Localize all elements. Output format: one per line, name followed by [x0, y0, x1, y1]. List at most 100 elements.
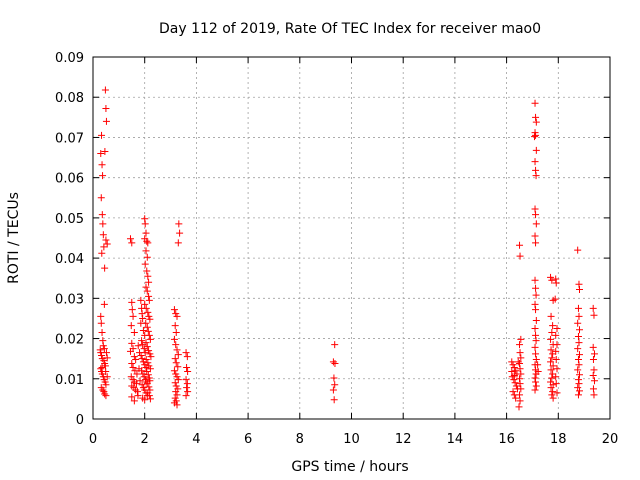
data-points: [96, 86, 598, 411]
data-point: [143, 380, 151, 388]
data-point: [590, 350, 598, 358]
data-point: [547, 358, 555, 366]
x-tick-label: 2: [141, 432, 149, 447]
data-point: [171, 322, 179, 330]
data-point: [128, 339, 136, 347]
x-tick-label: 10: [343, 432, 360, 447]
data-point: [589, 304, 597, 312]
data-point: [173, 391, 181, 399]
data-point: [331, 341, 339, 349]
data-point: [100, 300, 108, 308]
data-point: [532, 131, 540, 139]
data-point: [532, 291, 540, 299]
data-point: [549, 394, 557, 402]
data-point: [589, 355, 597, 363]
data-point: [574, 319, 582, 327]
data-point: [138, 355, 146, 363]
data-point: [532, 166, 540, 174]
data-point: [174, 351, 182, 359]
data-point: [574, 355, 582, 363]
data-point: [531, 343, 539, 351]
data-point: [132, 386, 140, 394]
data-point: [531, 276, 539, 284]
data-point: [128, 306, 136, 314]
data-point: [183, 353, 191, 361]
data-point: [330, 374, 338, 382]
data-point: [184, 388, 192, 396]
data-point: [590, 391, 598, 399]
data-point: [547, 384, 555, 392]
data-point: [534, 361, 542, 369]
data-point: [143, 287, 151, 295]
data-point: [173, 401, 181, 409]
data-point: [512, 367, 520, 375]
data-point: [548, 276, 556, 284]
data-point: [172, 359, 180, 367]
data-point: [329, 358, 337, 366]
y-tick-label: 0.07: [55, 131, 84, 146]
data-point: [100, 345, 108, 353]
data-point: [575, 312, 583, 320]
data-point: [516, 375, 524, 383]
data-point: [532, 220, 540, 228]
data-point: [144, 308, 152, 316]
y-tick-label: 0.01: [55, 373, 84, 388]
y-tick-label: 0.08: [55, 91, 84, 106]
data-point: [531, 158, 539, 166]
data-point: [134, 342, 142, 350]
x-tick-label: 14: [447, 432, 464, 447]
data-point: [516, 359, 524, 367]
data-point: [172, 341, 180, 349]
data-point: [516, 341, 524, 349]
data-point: [101, 148, 109, 156]
data-point: [130, 397, 138, 405]
data-point: [126, 347, 134, 355]
data-point: [548, 354, 556, 362]
data-point: [143, 368, 151, 376]
data-point: [553, 389, 561, 397]
x-tick-label: 6: [244, 432, 252, 447]
data-point: [132, 380, 140, 388]
data-point: [143, 253, 151, 261]
data-point: [511, 379, 519, 387]
data-point: [547, 366, 555, 374]
data-point: [516, 391, 524, 399]
data-point: [144, 371, 152, 379]
data-point: [574, 366, 582, 374]
x-axis-label: GPS time / hours: [291, 459, 408, 475]
data-point: [144, 327, 152, 335]
data-point: [102, 236, 110, 244]
data-point: [331, 359, 339, 367]
data-point: [590, 366, 598, 374]
data-point: [141, 260, 149, 268]
y-tick-label: 0.03: [55, 292, 84, 307]
data-point: [145, 296, 153, 304]
data-point: [531, 325, 539, 332]
data-point: [575, 326, 583, 334]
data-point: [552, 275, 560, 283]
data-point: [137, 351, 145, 359]
data-point: [97, 312, 105, 320]
data-point: [170, 335, 178, 343]
data-point: [103, 354, 111, 362]
x-tick-label: 8: [296, 432, 304, 447]
data-point: [509, 388, 517, 396]
data-point: [133, 388, 141, 396]
data-point: [532, 378, 540, 386]
data-point: [99, 337, 107, 345]
x-tick-label: 0: [89, 432, 97, 447]
data-point: [532, 350, 540, 358]
data-point: [515, 403, 523, 411]
data-point: [172, 388, 180, 396]
axis-ticks: 0 0.01 0.02 0.03 0.04 0.05 0.06 0.07 0.08 0.09 0 2 4…: [55, 51, 618, 447]
data-point: [532, 172, 540, 180]
data-point: [575, 361, 583, 369]
data-point: [516, 252, 524, 260]
data-point: [145, 292, 153, 300]
data-point: [129, 364, 137, 372]
y-tick-label: 0.02: [55, 333, 84, 348]
data-point: [142, 247, 150, 255]
data-point: [130, 329, 138, 337]
data-point: [575, 380, 583, 388]
